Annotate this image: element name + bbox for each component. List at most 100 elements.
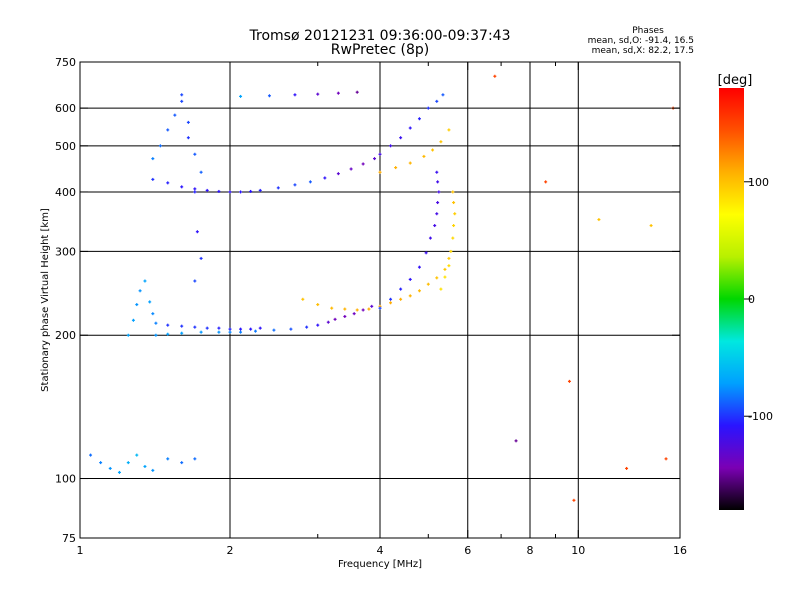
y-tick-label: 75 xyxy=(62,532,76,545)
echo-point xyxy=(367,307,371,311)
echo-point xyxy=(330,306,334,310)
echo-point xyxy=(217,326,221,330)
y-tick-label: 400 xyxy=(55,186,76,199)
echo-point xyxy=(428,236,432,240)
echo-point xyxy=(389,297,393,301)
echo-point xyxy=(166,457,170,461)
echo-point xyxy=(249,189,253,193)
echo-point xyxy=(228,330,232,334)
echo-point xyxy=(422,154,426,158)
x-tick-label: 1 xyxy=(77,544,84,557)
chart-subtitle: RwPretec (8p) xyxy=(331,42,429,58)
echo-point xyxy=(186,136,190,140)
echo-point xyxy=(424,251,428,255)
colorbar-tick-label: -100 xyxy=(748,410,773,423)
echo-point xyxy=(417,289,421,293)
echo-point xyxy=(399,297,403,301)
echo-point xyxy=(258,188,262,192)
echo-point xyxy=(239,327,243,331)
echo-point xyxy=(408,126,412,130)
echo-point xyxy=(180,461,184,465)
chart-title: Tromsø 20121231 09:36:00-09:37:43 xyxy=(249,28,511,44)
echo-point xyxy=(173,113,177,117)
echo-point xyxy=(436,180,440,184)
colorbar-tick-label: 100 xyxy=(748,176,769,189)
echo-point xyxy=(389,301,393,305)
echo-point xyxy=(138,289,142,293)
echo-point xyxy=(205,326,209,330)
echo-point xyxy=(417,265,421,269)
echo-point xyxy=(108,466,112,470)
y-axis-label: Stationary phase Virtual Height [km] xyxy=(40,208,51,392)
echo-point xyxy=(239,330,243,334)
echo-point xyxy=(193,152,197,156)
echo-point xyxy=(180,331,184,335)
echo-point xyxy=(154,321,158,325)
echo-point xyxy=(126,461,130,465)
echo-point xyxy=(408,277,412,281)
echo-point xyxy=(199,330,203,334)
echo-point xyxy=(89,453,93,457)
echo-point xyxy=(343,307,347,311)
echo-point xyxy=(426,282,430,286)
echo-point xyxy=(447,256,451,260)
phase-colorbar: [deg] 100 0 -100 xyxy=(718,73,773,510)
echo-point xyxy=(355,90,359,94)
colorbar-tick-label: 0 xyxy=(748,293,755,306)
echo-point xyxy=(193,190,197,194)
echo-point xyxy=(433,224,437,228)
echo-point xyxy=(195,230,199,234)
echo-point xyxy=(449,249,453,253)
echo-point xyxy=(417,117,421,121)
echo-point xyxy=(239,190,243,194)
colorbar-title: [deg] xyxy=(718,73,753,88)
phase-stats-x: mean, sd,X: 82.2, 17.5 xyxy=(592,46,694,56)
colorbar-ticks: 100 0 -100 xyxy=(744,176,773,423)
echo-point xyxy=(370,304,374,308)
y-tick-label: 300 xyxy=(55,245,76,258)
echo-point xyxy=(151,157,155,161)
echo-point xyxy=(99,461,103,465)
echo-point xyxy=(316,92,320,96)
echo-point xyxy=(352,312,356,316)
y-tick-label: 500 xyxy=(55,140,76,153)
echo-point xyxy=(151,468,155,472)
echo-point xyxy=(276,186,280,190)
echo-point xyxy=(143,464,147,468)
echo-point xyxy=(272,328,276,332)
echo-point xyxy=(664,457,668,461)
echo-point xyxy=(131,318,135,322)
x-tick-label: 2 xyxy=(227,544,234,557)
echo-point xyxy=(343,314,347,318)
echo-point xyxy=(597,218,601,222)
x-tick-label: 8 xyxy=(527,544,534,557)
echo-point xyxy=(649,224,653,228)
echo-point xyxy=(289,327,293,331)
x-axis-ticks: 1 2 4 6 8 10 16 xyxy=(77,62,687,557)
echo-point xyxy=(158,144,162,148)
echo-point xyxy=(166,332,170,336)
echo-point xyxy=(305,325,309,329)
echo-point xyxy=(301,297,305,301)
echo-point xyxy=(199,256,203,260)
x-tick-label: 10 xyxy=(571,544,585,557)
echo-point xyxy=(408,161,412,165)
y-tick-label: 100 xyxy=(55,473,76,486)
echo-point xyxy=(333,317,337,321)
echo-point xyxy=(439,140,443,144)
echo-point xyxy=(451,190,455,194)
echo-point xyxy=(166,181,170,185)
echo-point xyxy=(441,93,445,97)
echo-point xyxy=(316,323,320,327)
echo-point xyxy=(431,148,435,152)
echo-point xyxy=(135,303,139,307)
echo-point xyxy=(186,120,190,124)
echo-point xyxy=(493,74,497,78)
echo-point xyxy=(193,457,197,461)
echo-point xyxy=(228,327,232,331)
echo-point xyxy=(135,453,139,457)
echo-point xyxy=(389,144,393,148)
echo-point xyxy=(308,180,312,184)
y-axis-ticks: 750 600 500 400 300 200 100 75 xyxy=(55,56,680,545)
